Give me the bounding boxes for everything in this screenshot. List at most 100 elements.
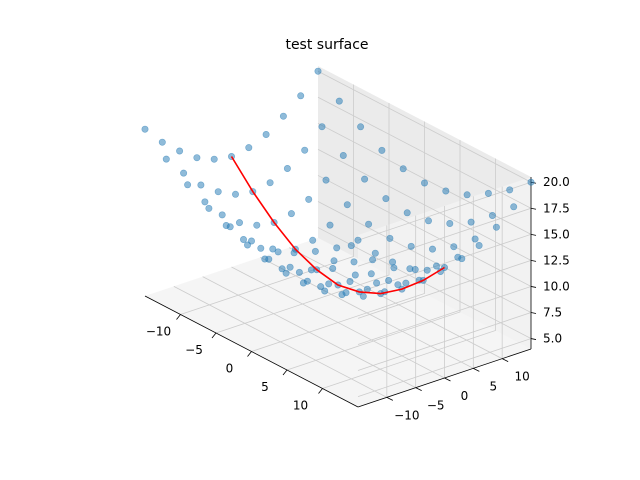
scatter-point — [475, 242, 483, 250]
scatter-point — [350, 258, 358, 266]
scatter-point — [389, 258, 397, 266]
scatter-point — [402, 279, 410, 287]
scatter-point — [314, 67, 322, 75]
z-tick-mark — [530, 207, 537, 210]
scatter-point — [359, 292, 367, 300]
scatter-point — [232, 190, 240, 198]
z-tick-label: 5.0 — [543, 332, 562, 346]
scatter-point — [329, 264, 337, 272]
scatter-point — [184, 181, 192, 189]
scatter-point — [295, 268, 303, 276]
scatter-point — [162, 155, 170, 163]
scatter-point — [330, 257, 338, 265]
scatter-point — [257, 244, 265, 252]
scatter-point — [471, 235, 479, 243]
scatter-point — [311, 247, 319, 255]
scatter-point — [158, 138, 166, 146]
scatter-point — [299, 279, 307, 287]
z-tick-label: 7.5 — [543, 306, 562, 320]
scatter-point — [450, 243, 458, 251]
scatter-point — [265, 255, 273, 263]
scatter-point — [347, 242, 355, 250]
scatter-point — [214, 188, 222, 196]
scatter-point — [373, 279, 381, 287]
scatter-point — [253, 221, 261, 229]
scatter-point — [506, 186, 514, 194]
scatter-point — [527, 178, 535, 186]
scatter-point — [423, 266, 431, 274]
scatter-point — [279, 112, 287, 120]
x-tick-mark — [282, 369, 288, 376]
tick-marks — [176, 181, 537, 401]
line-series — [230, 156, 445, 295]
z-tick-mark — [530, 338, 537, 340]
scatter-point — [338, 291, 346, 299]
scatter-point — [236, 219, 244, 227]
y-tick-mark — [386, 396, 394, 401]
y-tick-mark — [501, 358, 509, 363]
scatter-point — [510, 203, 518, 211]
scatter-point — [488, 212, 496, 220]
z-tick-label: 20.0 — [543, 175, 570, 189]
z-tick-label: 12.5 — [543, 253, 570, 267]
scatter-point — [333, 244, 341, 252]
scatter-point — [197, 181, 205, 189]
scatter-point — [305, 195, 313, 203]
scatter-point — [301, 146, 309, 154]
scatter-point — [322, 176, 330, 184]
y-tick-mark — [444, 377, 451, 382]
x-tick-label: 5 — [261, 380, 269, 394]
scatter-point — [386, 234, 394, 242]
scatter-point — [424, 217, 432, 225]
scatter-point — [407, 242, 415, 250]
z-tick-label: 10.0 — [543, 279, 570, 293]
scatter-point — [385, 276, 393, 284]
y-tick-label: −10 — [394, 408, 419, 422]
z-tick-mark — [530, 233, 537, 236]
y-tick-label: 0 — [461, 389, 469, 403]
z-tick-mark — [530, 312, 537, 314]
x-tick-mark — [247, 351, 252, 357]
scatter-point — [390, 264, 398, 272]
scatter-point — [399, 165, 407, 173]
y-tick-mark — [415, 387, 422, 392]
scatter-point — [193, 154, 201, 162]
scatter-point — [369, 256, 377, 264]
x-tick-label: 0 — [226, 362, 234, 376]
scatter-point — [420, 179, 428, 187]
scatter-point — [463, 191, 471, 199]
y-tick-mark — [473, 367, 480, 372]
scatter-point — [141, 125, 149, 133]
scatter-point — [484, 189, 492, 197]
scatter-point — [351, 271, 359, 279]
scatter-point — [290, 249, 298, 257]
scatter-point — [442, 187, 450, 195]
scatter-point — [467, 218, 475, 226]
scatter-point — [458, 255, 466, 263]
scatter-point — [492, 223, 500, 231]
x-tick-label: −10 — [146, 325, 171, 339]
y-tick-label: 5 — [490, 379, 498, 393]
scatter-point — [365, 220, 373, 228]
scatter-point — [371, 249, 379, 257]
scatter-point — [363, 285, 371, 293]
scatter-point — [210, 155, 218, 163]
scatter-point — [367, 270, 375, 278]
scatter-point — [286, 263, 294, 271]
y-tick-label: 10 — [515, 370, 530, 384]
tick-labels: −10 −5 0 5 10 −10 −5 0 5 10 5.0 7.5 10.0 12.5 15.0 17.5… — [146, 175, 570, 422]
scatter-point — [226, 223, 234, 231]
x-tick-mark — [211, 332, 217, 339]
scatter-point — [343, 201, 351, 209]
scatter-point — [346, 277, 354, 285]
scatter-point — [326, 221, 334, 229]
scatter-point — [309, 236, 317, 244]
scatter-point — [325, 280, 333, 288]
scatter-point — [201, 198, 209, 206]
scatter-point — [361, 175, 369, 183]
scatter-point — [180, 169, 188, 177]
scatter-point — [357, 123, 365, 131]
scatter-point — [287, 210, 295, 218]
chart-title: test surface — [285, 37, 368, 53]
scatter-point — [218, 211, 226, 219]
